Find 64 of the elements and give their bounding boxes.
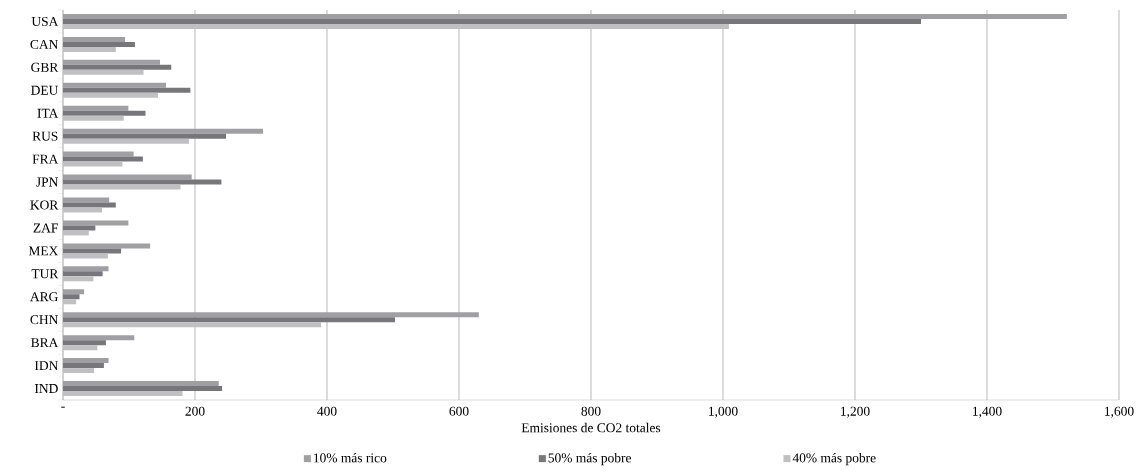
bar	[63, 46, 116, 52]
bar	[63, 340, 106, 346]
x-axis-title: Emisiones de CO2 totales	[521, 422, 661, 433]
y-tick-label: MEX	[28, 246, 59, 256]
y-tick-label: JPN	[36, 177, 59, 187]
bar	[63, 230, 89, 236]
y-tick-label: ITA	[37, 108, 59, 118]
bar	[63, 69, 144, 75]
bar	[63, 317, 395, 323]
bar	[63, 115, 124, 121]
y-tick-label: IND	[34, 384, 58, 393]
bar	[63, 184, 181, 190]
bar	[63, 23, 729, 29]
legend-label: 50% más pobre	[548, 452, 631, 466]
x-tick-label: 1,000	[709, 406, 738, 418]
bar	[63, 322, 322, 328]
bar	[63, 41, 135, 47]
bar	[63, 368, 95, 374]
y-tick-label: ZAF	[33, 223, 58, 233]
y-tick-label: IDN	[34, 361, 59, 371]
y-tick-label: DEU	[31, 85, 59, 95]
bar	[63, 87, 191, 93]
bar	[63, 271, 103, 277]
bar	[63, 345, 98, 351]
x-tick-label: 200	[185, 406, 205, 416]
y-tick-label: USA	[31, 16, 59, 26]
bar	[63, 133, 227, 139]
y-tick-label: FRA	[32, 154, 59, 164]
bar	[63, 294, 80, 300]
legend-label: 40% más pobre	[792, 452, 876, 466]
bar	[63, 202, 116, 208]
y-tick-label: CAN	[30, 39, 59, 49]
x-tick-label: 1,200	[841, 406, 870, 418]
y-tick-label: BRA	[31, 338, 59, 348]
bar	[63, 363, 104, 369]
bar	[63, 92, 159, 98]
bar	[63, 18, 921, 24]
y-tick-label: RUS	[32, 131, 58, 141]
x-tick-label: 1,400	[973, 406, 1002, 418]
x-tick-label: 600	[449, 406, 469, 416]
y-tick-label: ARG	[30, 292, 58, 302]
bar	[63, 110, 146, 116]
bar	[63, 276, 94, 282]
legend-label: 10% más rico	[314, 452, 387, 463]
x-tick-label: 400	[317, 406, 337, 416]
x-tick-label: 1,600	[1105, 406, 1134, 418]
bar	[63, 299, 77, 305]
x-tick-label: 800	[581, 406, 601, 416]
bar	[63, 156, 143, 162]
bar	[63, 161, 123, 167]
y-tick-label: CHN	[30, 315, 59, 325]
bar	[63, 138, 190, 144]
bar	[63, 386, 223, 392]
bar	[63, 225, 96, 231]
y-tick-label: KOR	[30, 200, 59, 210]
bar	[63, 179, 222, 185]
bar	[63, 391, 183, 397]
y-tick-label: GBR	[31, 62, 59, 72]
x-tick-label: -	[61, 406, 65, 408]
bar	[63, 207, 102, 213]
bar	[63, 64, 172, 70]
bar	[63, 248, 122, 254]
y-tick-label: TUR	[31, 269, 59, 279]
bar	[63, 253, 108, 259]
